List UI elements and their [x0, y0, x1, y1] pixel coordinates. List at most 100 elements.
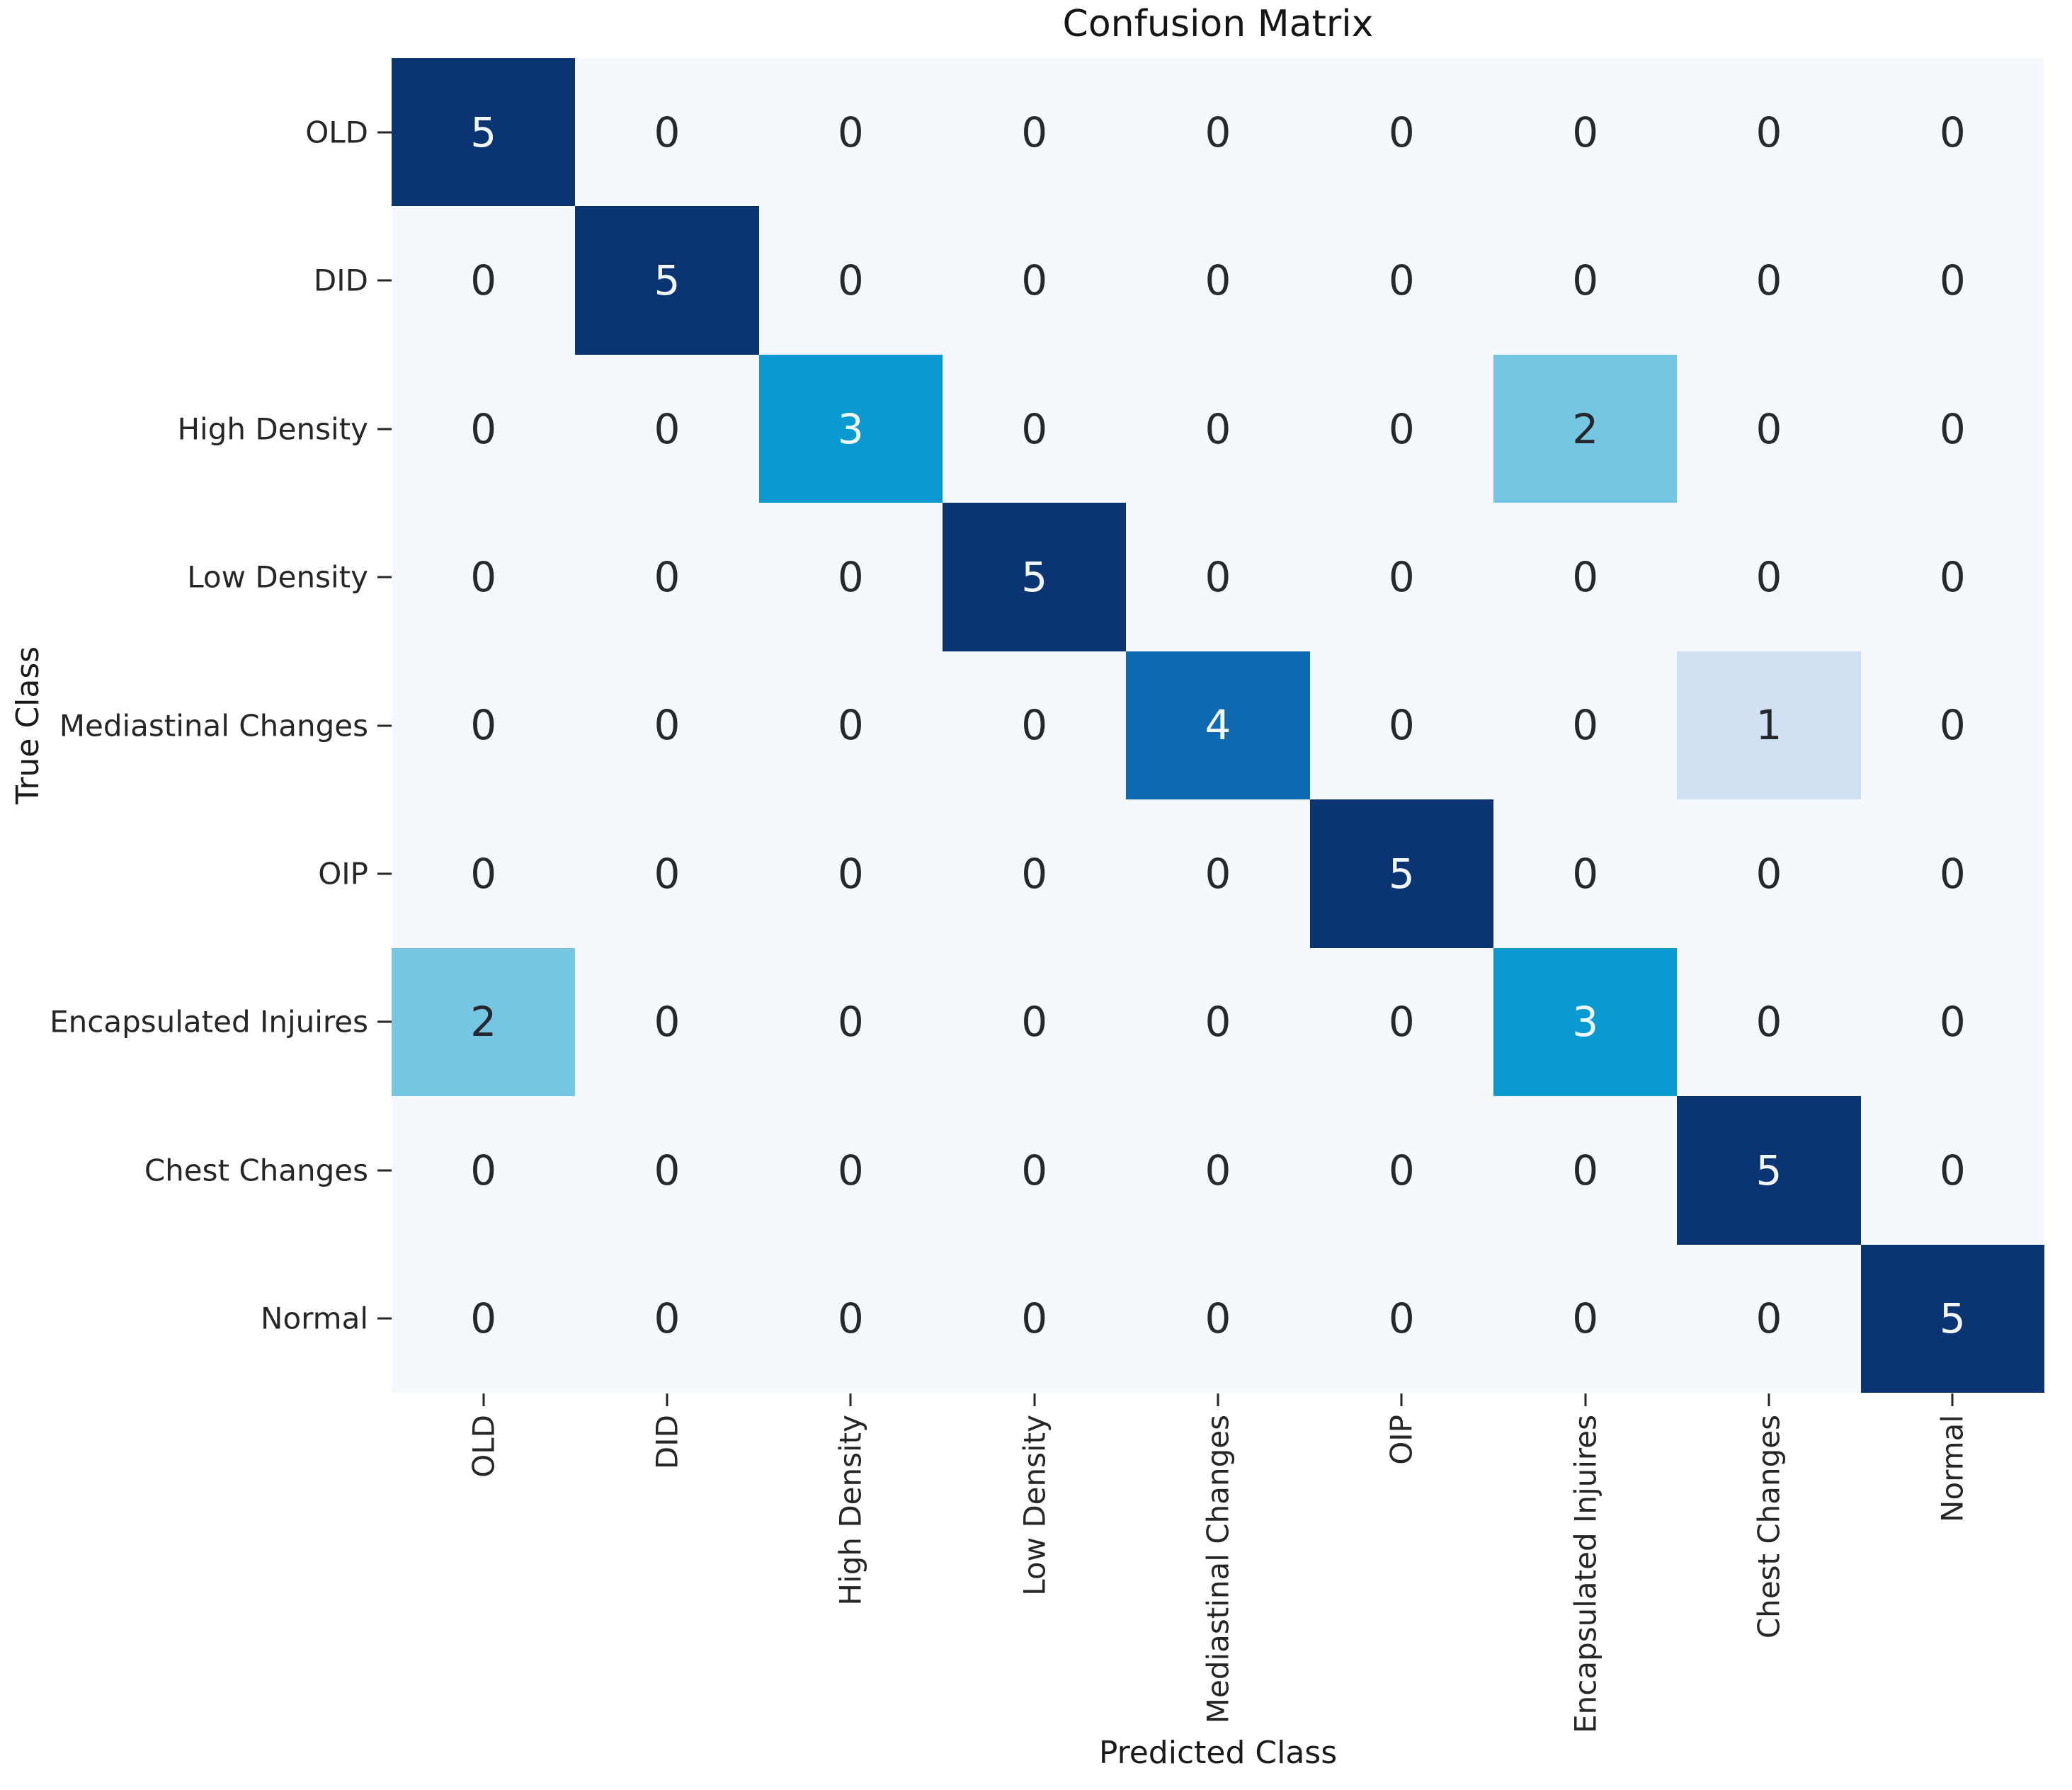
matrix-cell-chest-changes-low-density: 0	[943, 1096, 1127, 1245]
matrix-cell-old-oip: 0	[1309, 58, 1493, 207]
matrix-cell-high-density-old: 0	[392, 354, 576, 503]
matrix-cell-old-encapsulated-injuires: 0	[1493, 58, 1678, 207]
x-tick-label-low-density: Low Density	[1017, 1415, 1052, 1596]
x-tick-label-chest-changes: Chest Changes	[1751, 1415, 1787, 1639]
matrix-cell-normal-low-density: 0	[943, 1244, 1127, 1393]
y-tick-label-high-density: High Density	[177, 411, 368, 447]
y-tick-label-chest-changes: Chest Changes	[144, 1153, 368, 1188]
y-tick-mark	[377, 576, 392, 578]
matrix-cell-low-density-low-density: 5	[943, 503, 1127, 651]
y-tick-mark	[377, 1020, 392, 1023]
matrix-cell-chest-changes-normal: 0	[1860, 1096, 2044, 1245]
matrix-cell-normal-normal: 5	[1860, 1244, 2044, 1393]
matrix-cell-encapsulated-injuires-low-density: 0	[943, 947, 1127, 1097]
matrix-cell-oip-did: 0	[575, 799, 759, 948]
y-tick-label-mediastinal-changes: Mediastinal Changes	[59, 708, 368, 743]
y-tick-mark	[377, 1169, 392, 1172]
matrix-cell-old-normal: 0	[1860, 58, 2044, 207]
x-tick-mark	[849, 1393, 852, 1406]
matrix-cell-high-density-encapsulated-injuires: 2	[1493, 354, 1678, 503]
matrix-cell-chest-changes-high-density: 0	[758, 1096, 943, 1245]
y-tick-mark	[377, 872, 392, 875]
matrix-cell-oip-low-density: 0	[943, 799, 1127, 948]
matrix-cell-mediastinal-changes-old: 0	[392, 651, 576, 800]
matrix-cell-low-density-did: 0	[575, 503, 759, 651]
matrix-cell-mediastinal-changes-high-density: 0	[758, 651, 943, 800]
chart-title: Confusion Matrix	[1062, 3, 1374, 45]
matrix-cell-high-density-low-density: 0	[943, 354, 1127, 503]
x-tick-mark	[1217, 1393, 1219, 1406]
matrix-cell-chest-changes-old: 0	[392, 1096, 576, 1245]
x-tick-label-high-density: High Density	[833, 1415, 868, 1606]
matrix-cell-low-density-normal: 0	[1860, 503, 2044, 651]
matrix-cell-oip-chest-changes: 0	[1677, 799, 1861, 948]
matrix-cell-encapsulated-injuires-normal: 0	[1860, 947, 2044, 1097]
matrix-cell-low-density-old: 0	[392, 503, 576, 651]
matrix-cell-mediastinal-changes-encapsulated-injuires: 0	[1493, 651, 1678, 800]
y-tick-label-normal: Normal	[261, 1301, 368, 1336]
x-tick-mark	[1768, 1393, 1770, 1406]
x-tick-mark	[1033, 1393, 1036, 1406]
matrix-cell-low-density-encapsulated-injuires: 0	[1493, 503, 1678, 651]
matrix-cell-low-density-high-density: 0	[758, 503, 943, 651]
matrix-cell-low-density-mediastinal-changes: 0	[1126, 503, 1310, 651]
matrix-cell-encapsulated-injuires-mediastinal-changes: 0	[1126, 947, 1310, 1097]
y-tick-mark	[377, 428, 392, 431]
y-tick-label-encapsulated-injuires: Encapsulated Injuires	[50, 1004, 368, 1039]
x-tick-label-mediastinal-changes: Mediastinal Changes	[1200, 1415, 1236, 1724]
matrix-cell-low-density-oip: 0	[1309, 503, 1493, 651]
y-tick-label-did: DID	[313, 263, 368, 298]
matrix-cell-normal-oip: 0	[1309, 1244, 1493, 1393]
matrix-cell-oip-high-density: 0	[758, 799, 943, 948]
matrix-cell-encapsulated-injuires-old: 2	[392, 947, 576, 1097]
matrix-cell-did-low-density: 0	[943, 206, 1127, 355]
matrix-cell-oip-encapsulated-injuires: 0	[1493, 799, 1678, 948]
matrix-cell-normal-did: 0	[575, 1244, 759, 1393]
matrix-cell-old-chest-changes: 0	[1677, 58, 1861, 207]
matrix-cell-encapsulated-injuires-chest-changes: 0	[1677, 947, 1861, 1097]
x-tick-label-did: DID	[649, 1415, 685, 1470]
matrix-cell-chest-changes-mediastinal-changes: 0	[1126, 1096, 1310, 1245]
matrix-cell-chest-changes-oip: 0	[1309, 1096, 1493, 1245]
x-tick-mark	[1400, 1393, 1403, 1406]
matrix-cell-mediastinal-changes-chest-changes: 1	[1677, 651, 1861, 800]
y-tick-label-low-density: Low Density	[187, 559, 368, 595]
x-tick-label-old: OLD	[466, 1415, 501, 1478]
matrix-cell-did-high-density: 0	[758, 206, 943, 355]
x-tick-mark	[666, 1393, 668, 1406]
matrix-cell-mediastinal-changes-oip: 0	[1309, 651, 1493, 800]
matrix-cell-encapsulated-injuires-oip: 0	[1309, 947, 1493, 1097]
x-tick-mark	[1951, 1393, 1954, 1406]
y-tick-mark	[377, 131, 392, 134]
y-tick-mark	[377, 724, 392, 726]
y-tick-label-old: OLD	[305, 115, 368, 150]
matrix-cell-normal-encapsulated-injuires: 0	[1493, 1244, 1678, 1393]
matrix-cell-oip-old: 0	[392, 799, 576, 948]
x-tick-mark	[482, 1393, 485, 1406]
matrix-cell-mediastinal-changes-mediastinal-changes: 4	[1126, 651, 1310, 800]
matrix-cell-high-density-chest-changes: 0	[1677, 354, 1861, 503]
matrix-cell-old-high-density: 0	[758, 58, 943, 207]
matrix-cell-did-mediastinal-changes: 0	[1126, 206, 1310, 355]
x-axis-title: Predicted Class	[1098, 1735, 1338, 1771]
matrix-cell-did-did: 5	[575, 206, 759, 355]
x-tick-label-normal: Normal	[1935, 1415, 1970, 1522]
x-tick-label-encapsulated-injuires: Encapsulated Injuires	[1568, 1415, 1603, 1733]
matrix-cell-mediastinal-changes-did: 0	[575, 651, 759, 800]
matrix-cell-oip-oip: 5	[1309, 799, 1493, 948]
matrix-cell-oip-mediastinal-changes: 0	[1126, 799, 1310, 948]
matrix-cell-old-old: 5	[392, 58, 576, 207]
matrix-cell-high-density-high-density: 3	[758, 354, 943, 503]
x-tick-label-oip: OIP	[1384, 1415, 1419, 1465]
matrix-cell-high-density-oip: 0	[1309, 354, 1493, 503]
matrix-cell-normal-high-density: 0	[758, 1244, 943, 1393]
matrix-cell-did-chest-changes: 0	[1677, 206, 1861, 355]
matrix-cell-high-density-did: 0	[575, 354, 759, 503]
matrix-cell-encapsulated-injuires-encapsulated-injuires: 3	[1493, 947, 1678, 1097]
matrix-cell-did-normal: 0	[1860, 206, 2044, 355]
matrix-cell-high-density-mediastinal-changes: 0	[1126, 354, 1310, 503]
matrix-cell-chest-changes-encapsulated-injuires: 0	[1493, 1096, 1678, 1245]
matrix-cell-old-low-density: 0	[943, 58, 1127, 207]
